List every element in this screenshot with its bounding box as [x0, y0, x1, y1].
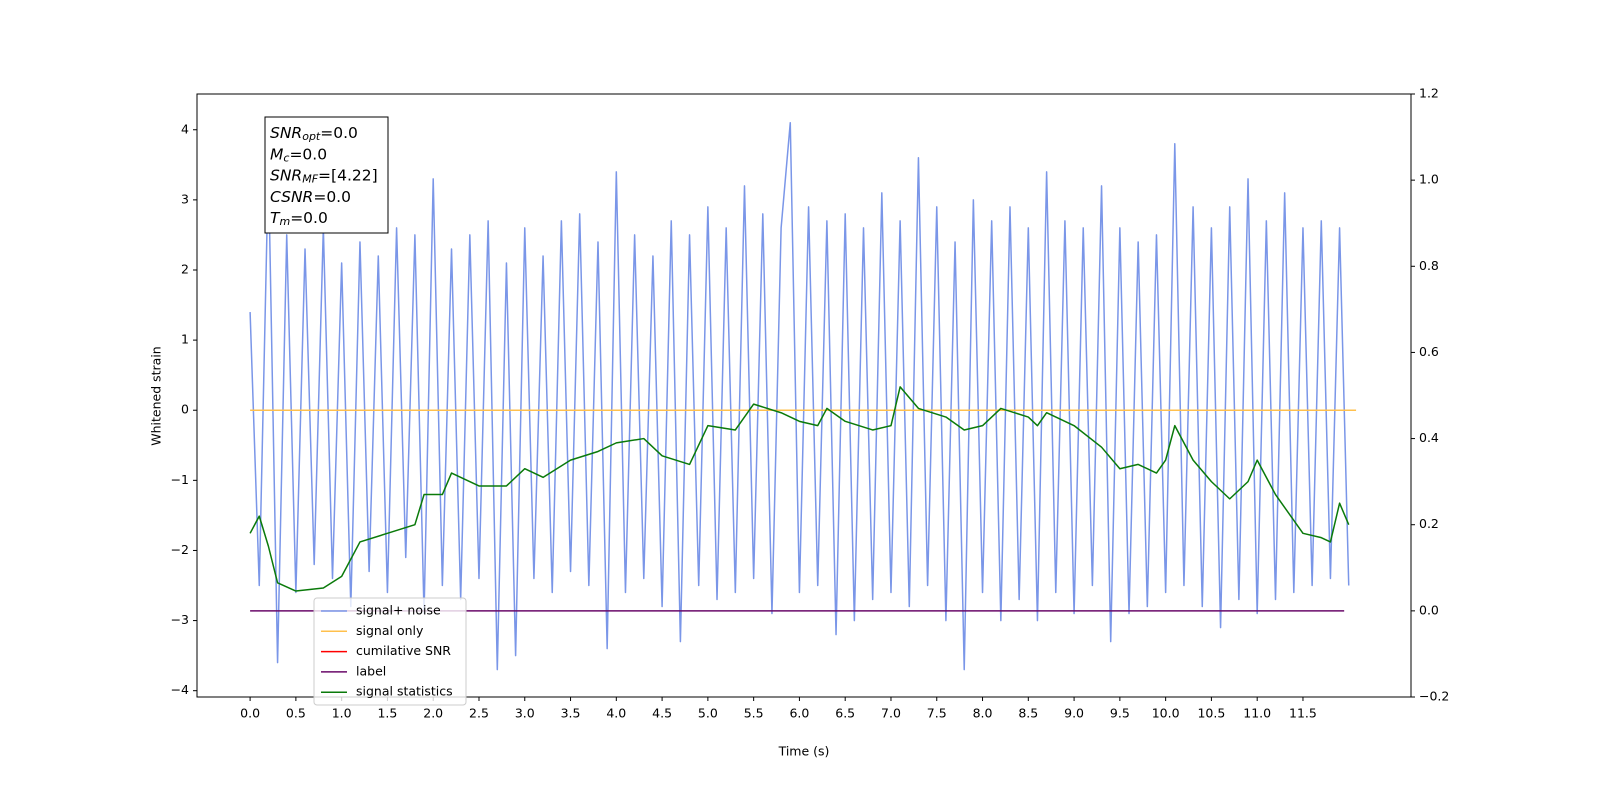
- x-tick-label: 3.5: [561, 706, 581, 721]
- y2-tick-label: 0.6: [1419, 344, 1439, 359]
- annotation-value: =0.0: [289, 145, 327, 163]
- legend-label: signal statistics: [356, 684, 453, 699]
- series-line: [249, 386, 1350, 592]
- legend-label: label: [356, 663, 386, 678]
- x-tick-label: 4.5: [652, 706, 672, 721]
- x-tick-label: 9.5: [1110, 706, 1130, 721]
- series-line: [249, 122, 1350, 671]
- axes-frame: [196, 93, 1412, 698]
- legend-label: cumilative SNR: [356, 643, 451, 658]
- x-tick-label: 9.0: [1064, 706, 1084, 721]
- y2-tick-label: −0.2: [1419, 689, 1449, 704]
- annotation-subscript: opt: [302, 130, 321, 143]
- y-tick-label: 3: [181, 191, 189, 206]
- x-axis-label: Time (s): [778, 744, 830, 759]
- y-tick-label: 4: [181, 121, 189, 136]
- y-tick-label: −2: [171, 542, 189, 557]
- x-tick-label: 10.0: [1152, 706, 1180, 721]
- x-tick-label: 11.5: [1289, 706, 1317, 721]
- x-tick-label: 0.5: [286, 706, 306, 721]
- annotation: Mc=0.0: [270, 145, 327, 165]
- x-tick-label: 5.0: [698, 706, 718, 721]
- x-tick-label: 5.5: [744, 706, 764, 721]
- x-tick-label: 10.5: [1197, 706, 1225, 721]
- annotation-value: =0.0: [320, 124, 358, 142]
- y2-tick-label: 0.8: [1419, 258, 1439, 273]
- x-tick-label: 2.5: [469, 706, 489, 721]
- annotation-value: =0.0: [290, 209, 328, 227]
- x-tick-label: 6.5: [835, 706, 855, 721]
- annotation-value: =0.0: [313, 187, 351, 205]
- x-tick-label: 0.0: [240, 706, 260, 721]
- y-tick-label: 2: [181, 261, 189, 276]
- annotation-subscript: m: [279, 215, 290, 228]
- y2-tick-label: 1.0: [1419, 172, 1439, 187]
- annotation-symbol: SNR: [270, 124, 302, 142]
- legend-label: signal+ noise: [356, 603, 441, 618]
- x-tick-label: 7.5: [927, 706, 947, 721]
- x-tick-label: 11.0: [1243, 706, 1271, 721]
- legend-box: [313, 597, 467, 706]
- x-tick-label: 7.0: [881, 706, 901, 721]
- annotation-subscript: MF: [302, 173, 318, 186]
- y-axis-label: Whitened strain: [149, 346, 164, 445]
- y-tick-label: 0: [181, 402, 189, 417]
- y-tick-label: −1: [171, 472, 189, 487]
- annotation-symbol: M: [270, 145, 283, 163]
- annotation-symbol: CSNR: [270, 187, 313, 205]
- annotation: SNRopt=0.0: [270, 124, 358, 144]
- x-tick-label: 6.0: [789, 706, 809, 721]
- y2-tick-label: 0.4: [1419, 430, 1439, 445]
- annotation-symbol: SNR: [270, 166, 302, 184]
- annotation: SNRMF=[4.22]: [270, 166, 378, 186]
- y2-tick-label: 0.2: [1419, 516, 1439, 531]
- x-tick-label: 3.0: [515, 706, 535, 721]
- y-tick-label: −3: [171, 612, 189, 627]
- x-tick-label: 8.0: [973, 706, 993, 721]
- annotation-symbol: T: [270, 209, 281, 227]
- x-tick-label: 2.0: [423, 706, 443, 721]
- legend-label: signal only: [356, 623, 424, 638]
- y-tick-label: 1: [181, 332, 189, 347]
- annotation: CSNR=0.0: [270, 187, 351, 205]
- x-tick-label: 1.0: [332, 706, 352, 721]
- y2-tick-label: 0.0: [1419, 602, 1439, 617]
- x-tick-label: 4.0: [606, 706, 626, 721]
- x-tick-label: 8.5: [1018, 706, 1038, 721]
- y2-tick-label: 1.2: [1419, 86, 1439, 101]
- annotation: Tm=0.0: [270, 209, 328, 229]
- y-tick-label: −4: [171, 682, 189, 697]
- x-tick-label: 1.5: [377, 706, 397, 721]
- annotation-subscript: c: [283, 151, 289, 164]
- annotation-value: =[4.22]: [318, 166, 378, 184]
- annotation-box: [264, 116, 389, 234]
